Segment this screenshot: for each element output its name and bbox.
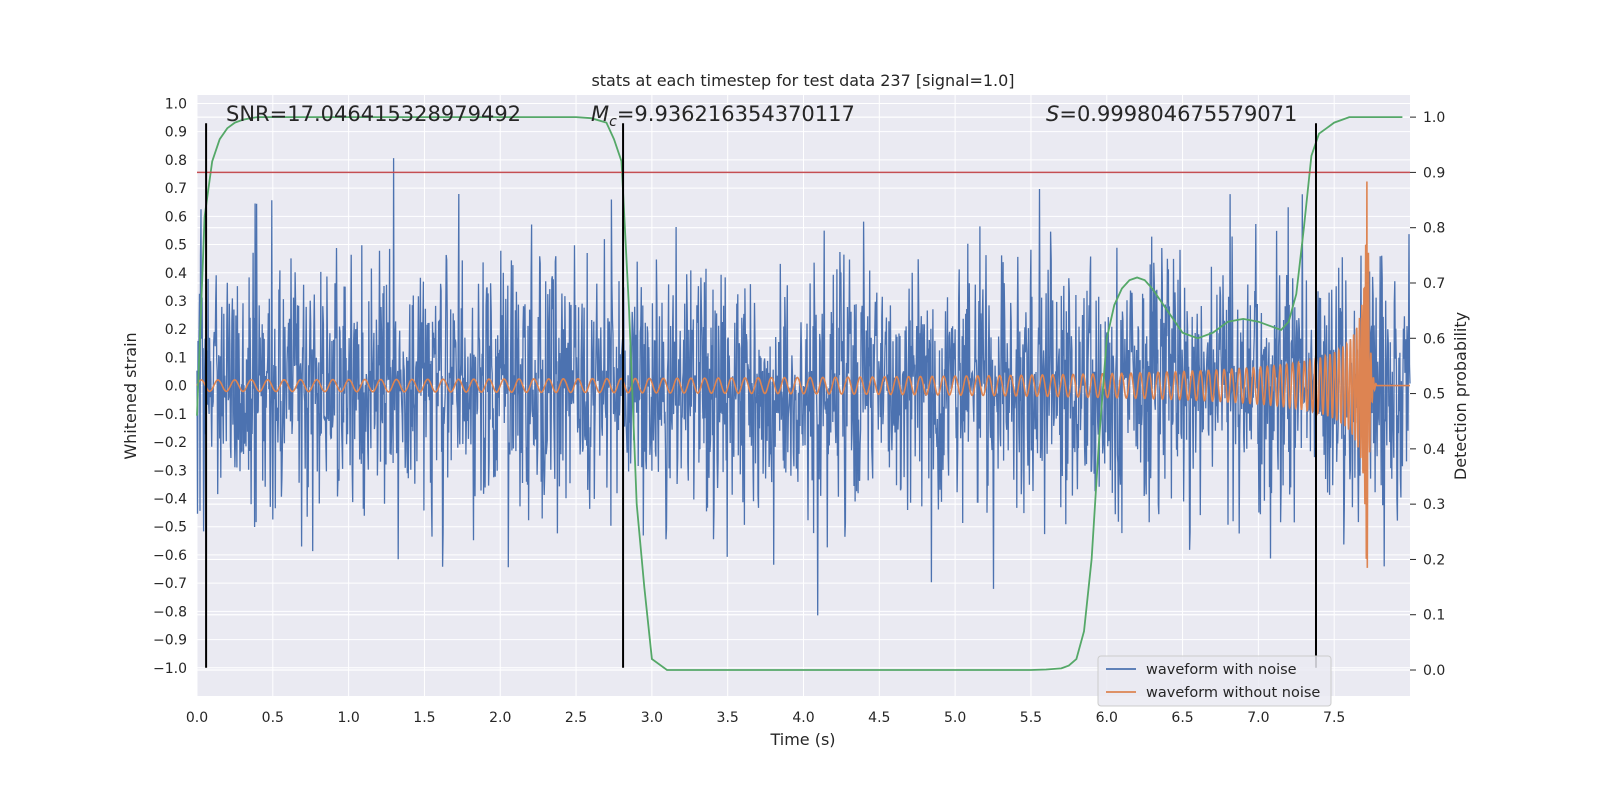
- x-tick-label: 2.0: [489, 710, 511, 726]
- legend-label-clean: waveform without noise: [1146, 685, 1320, 701]
- y2-tick-label: 0.8: [1423, 221, 1445, 237]
- x-tick-label: 1.5: [413, 710, 435, 726]
- chirp-mass-annotation: Mc=9.936216354370117: [591, 102, 855, 130]
- x-tick-label: 1.0: [337, 710, 359, 726]
- x-tick-label: 6.5: [1171, 710, 1193, 726]
- y-tick-label: 0.8: [165, 153, 187, 169]
- y-tick-label: 0.5: [165, 238, 187, 254]
- y-tick-label: −0.4: [153, 491, 187, 507]
- snr-annotation: SNR=17.046415328979492: [226, 102, 521, 126]
- y2-tick-label: 0.6: [1423, 331, 1445, 347]
- y-tick-label: 0.3: [165, 294, 187, 310]
- y-tick-label: −0.1: [153, 407, 187, 423]
- y-tick-label: −0.5: [153, 520, 187, 536]
- mc-value: =9.936216354370117: [617, 102, 855, 126]
- s-symbol: S: [1046, 102, 1059, 126]
- y2-tick-label: 0.0: [1423, 663, 1445, 679]
- x-tick-label: 5.5: [1020, 710, 1042, 726]
- mc-subscript: c: [609, 114, 617, 130]
- mc-symbol: M: [591, 102, 609, 126]
- y2-tick-label: 0.3: [1423, 497, 1445, 513]
- y-tick-label: −0.7: [153, 576, 187, 592]
- x-tick-label: 7.5: [1323, 710, 1345, 726]
- y-axis-label: Whitened strain: [121, 332, 140, 459]
- y-tick-label: −0.3: [153, 463, 187, 479]
- x-tick-label: 2.5: [565, 710, 587, 726]
- y2-tick-labels: 0.0 0.1 0.2 0.3 0.4 0.5 0.6 0.7 0.8 0.9 1.0: [1410, 110, 1445, 679]
- y-tick-label: −0.8: [153, 604, 187, 620]
- x-axis-label: Time (s): [769, 730, 835, 749]
- s-value: =0.999804675579071: [1059, 102, 1297, 126]
- y-tick-label: −0.6: [153, 548, 187, 564]
- y2-tick-label: 0.4: [1423, 442, 1445, 458]
- y-tick-label: 0.1: [165, 350, 187, 366]
- probability-curve: [196, 116, 1403, 671]
- probability-line: [196, 116, 1403, 671]
- x-tick-label: 4.0: [792, 710, 814, 726]
- y-tick-label: 1.0: [165, 96, 187, 112]
- y-tick-label: −1.0: [153, 661, 187, 677]
- x-tick-label: 6.0: [1096, 710, 1118, 726]
- y-tick-label: 0.4: [165, 266, 187, 282]
- legend-label-noise: waveform with noise: [1146, 662, 1297, 678]
- y2-tick-label: 0.7: [1423, 276, 1445, 292]
- y-tick-label: −0.2: [153, 435, 187, 451]
- x-tick-labels: 0.0 0.5 1.0 1.5 2.0 2.5 3.0 3.5 4.0 4.5 5.0 5.5 6.0 6…: [186, 710, 1345, 726]
- y-tick-label: 0.2: [165, 322, 187, 338]
- noise-waveform: [196, 158, 1411, 616]
- y2-tick-label: 1.0: [1423, 110, 1445, 126]
- y-tick-label: 0.0: [165, 379, 187, 395]
- y2-tick-label: 0.5: [1423, 387, 1445, 403]
- y-tick-labels: −1.0 −0.9 −0.8 −0.7 −0.6 −0.5 −0.4 −0.3 −0.2 −0.1…: [153, 96, 187, 676]
- x-tick-label: 7.0: [1247, 710, 1269, 726]
- x-tick-label: 4.5: [868, 710, 890, 726]
- s-annotation: S=0.999804675579071: [1046, 102, 1297, 126]
- x-tick-label: 3.5: [717, 710, 739, 726]
- legend: waveform with noise waveform without noi…: [1097, 655, 1332, 707]
- y2-axis-label: Detection probability: [1451, 312, 1470, 480]
- legend-box: [1097, 655, 1332, 707]
- y-tick-label: 0.6: [165, 209, 187, 225]
- x-tick-label: 5.0: [944, 710, 966, 726]
- grid-lines: [196, 95, 1410, 696]
- y2-tick-label: 0.2: [1423, 552, 1445, 568]
- vertical-markers: [205, 123, 1317, 668]
- noise-waveform-line: [196, 158, 1411, 616]
- clean-waveform-line: [196, 181, 1410, 568]
- x-tick-label: 0.5: [262, 710, 284, 726]
- y-tick-label: 0.9: [165, 125, 187, 141]
- x-tick-label: 0.0: [186, 710, 208, 726]
- chart-title: stats at each timestep for test data 237…: [591, 71, 1014, 90]
- y-tick-label: −0.9: [153, 633, 187, 649]
- x-tick-label: 3.0: [641, 710, 663, 726]
- y2-tick-label: 0.9: [1423, 165, 1445, 181]
- clean-waveform: [196, 181, 1410, 568]
- y-tick-label: 0.7: [165, 181, 187, 197]
- y2-tick-label: 0.1: [1423, 608, 1445, 624]
